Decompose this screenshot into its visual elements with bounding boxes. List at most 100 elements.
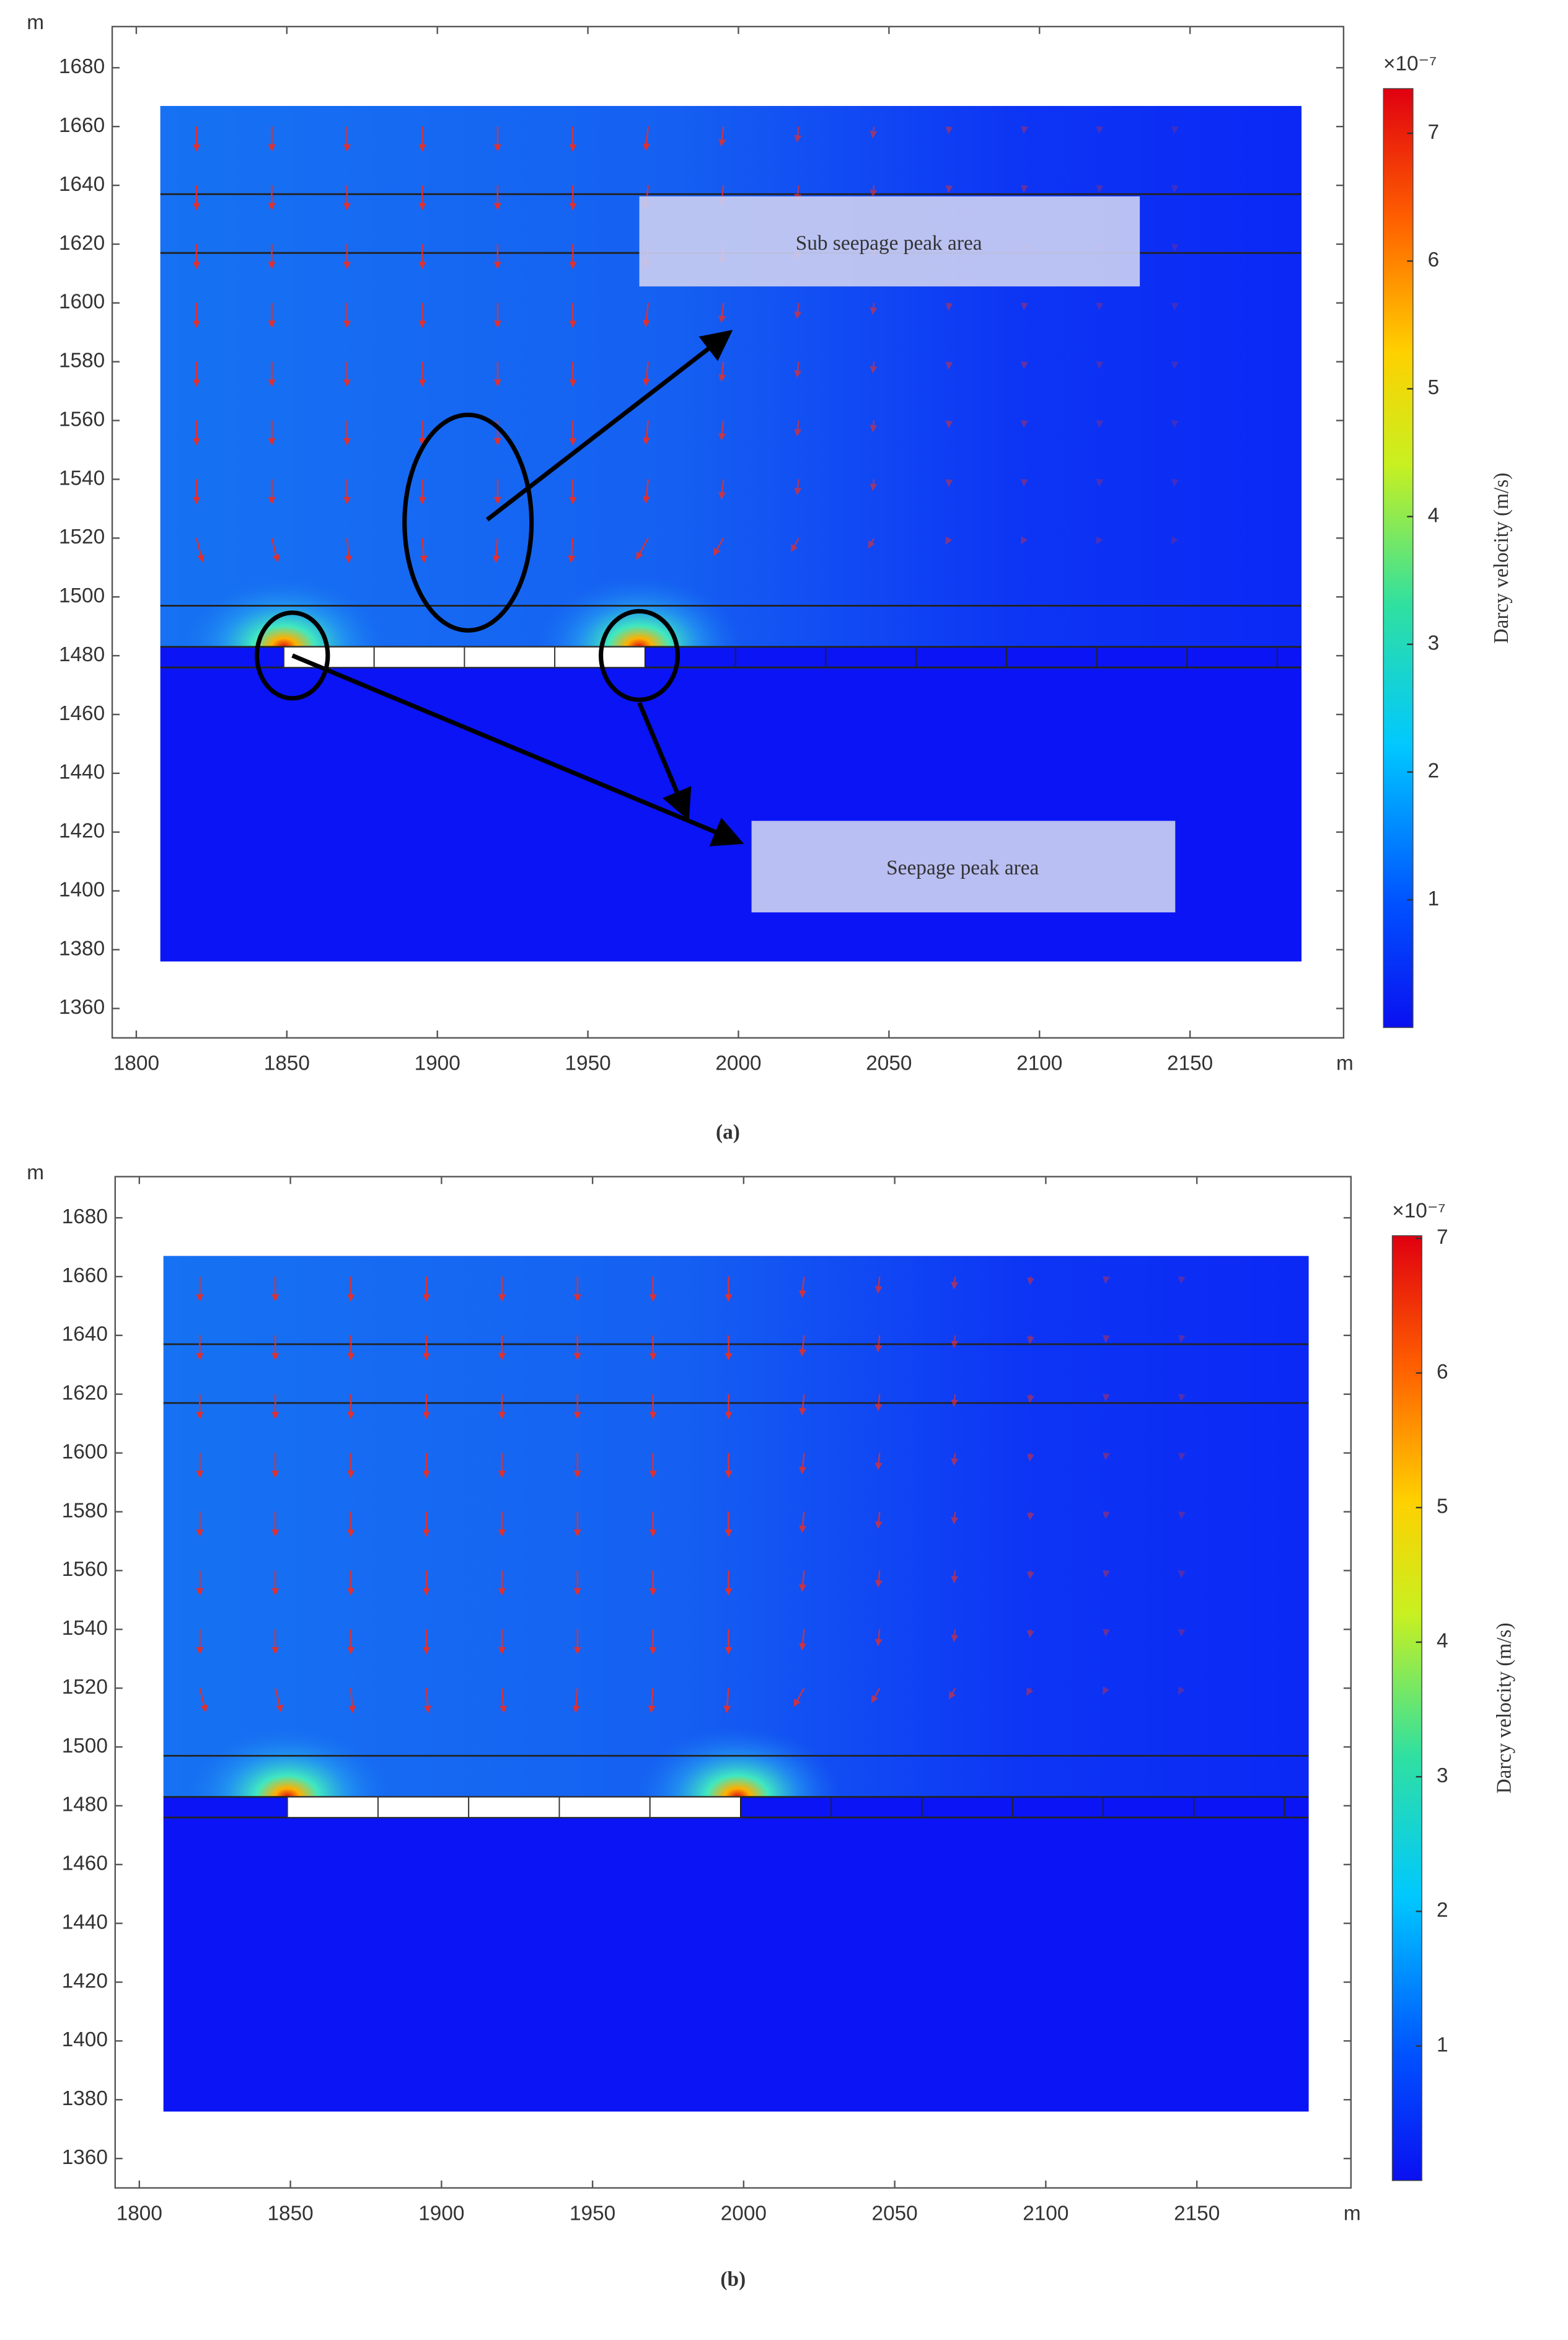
field-cover [163,1797,1309,2112]
x-tick-label: 2000 [721,2202,767,2225]
velocity-arrow [793,1687,805,1707]
x-tick-label: 2100 [1023,2202,1068,2225]
x-tick-label: 1800 [113,1052,159,1075]
mined-block [649,1796,741,1818]
velocity-arrow [799,1453,807,1474]
velocity-arrow [794,302,802,319]
velocity-arrow [870,302,878,315]
velocity-arrow [199,1687,208,1713]
velocity-arrow [794,126,802,143]
colorbar-multiplier: ×10⁻⁷ [1383,53,1437,76]
y-tick-label: 1400 [62,2028,108,2051]
velocity-arrow [794,361,802,378]
y-tick-label: 1400 [59,878,105,901]
velocity-arrow [874,1276,883,1294]
velocity-arrow [420,538,428,563]
velocity-arrow [1026,1629,1034,1638]
y-tick-label: 1380 [59,937,105,960]
velocity-arrow [1178,1276,1186,1284]
y-tick-label: 1680 [59,55,105,78]
velocity-arrow [1026,1687,1034,1696]
x-tick-label: 2000 [715,1052,761,1075]
velocity-arrow [799,1276,807,1298]
y-tick-label: 1520 [62,1676,108,1699]
velocity-arrow [791,537,799,553]
velocity-arrow [636,537,649,560]
velocity-arrow [1026,1511,1034,1521]
velocity-arrow [1096,536,1103,545]
velocity-arrow [1171,478,1179,487]
y-axis-unit: m [27,11,44,34]
colorbar-tick-label: 2 [1428,760,1440,783]
y-tick-label: 1360 [62,2146,108,2169]
colorbar-tick-label: 7 [1428,121,1440,144]
x-tick-label: 2150 [1167,1052,1213,1075]
velocity-arrow [643,302,650,328]
velocity-arrow [874,1394,883,1412]
velocity-arrow [874,1511,883,1529]
velocity-arrow [718,361,726,382]
mined-block [373,646,465,669]
velocity-arrow [572,1688,580,1713]
velocity-arrow [870,126,878,139]
y-tick-label: 1580 [59,350,105,372]
velocity-arrow [568,538,576,563]
velocity-arrow [643,126,650,151]
y-tick-label: 1540 [62,1617,108,1640]
velocity-arrow [1171,420,1179,428]
velocity-arrow [870,185,878,198]
velocity-arrow [870,420,878,433]
x-tick-label: 1900 [415,1052,460,1075]
colorbar-tick-label: 1 [1428,887,1440,910]
y-tick-label: 1600 [59,291,105,314]
annotation-text: Seepage peak area [886,856,1039,879]
x-tick-label: 2050 [872,2202,918,2225]
colorbar-tick-label: 2 [1437,1899,1448,1922]
y-tick-label: 1460 [59,702,105,725]
velocity-arrow [874,1570,883,1588]
velocity-arrow [951,1394,959,1407]
highlight-ellipse [402,412,534,633]
y-tick-label: 1460 [62,1852,108,1875]
velocity-arrow [718,302,726,323]
colorbar [1383,88,1414,1028]
velocity-arrow [643,361,650,387]
y-tick-label: 1500 [59,584,105,607]
field-cover [160,646,1302,962]
velocity-arrow [1026,1394,1034,1403]
colorbar-tick-label: 7 [1437,1226,1448,1249]
velocity-arrow [874,1335,883,1353]
highlight-ellipse [254,610,330,701]
velocity-arrow [874,1629,883,1647]
velocity-arrow [195,538,205,563]
y-tick-label: 1620 [62,1382,108,1405]
velocity-arrow [1171,361,1179,369]
y-tick-label: 1640 [59,173,105,196]
colorbar-tick-label: 5 [1428,376,1440,399]
velocity-arrow [870,479,878,491]
velocity-arrow [1178,1511,1186,1520]
y-tick-label: 1440 [62,1911,108,1933]
velocity-arrow [492,538,500,563]
velocity-arrow [799,1629,807,1651]
annotation-text: Sub seepage peak area [796,232,982,255]
mined-block [286,1796,379,1818]
velocity-arrow [1103,1686,1110,1695]
field-upper [160,105,1302,647]
velocity-arrow [723,1688,731,1713]
y-tick-label: 1420 [62,1969,108,1992]
colorbar-tick-label: 4 [1437,1630,1448,1653]
velocity-arrow [799,1511,807,1533]
colorbar [1391,1235,1422,2181]
velocity-arrow [1178,1453,1186,1461]
velocity-arrow [868,537,875,549]
velocity-arrow [949,1687,956,1700]
x-tick-label: 1950 [570,2202,615,2225]
colorbar-label: Darcy velocity (m/s) [1493,1622,1516,1793]
velocity-arrow [1178,1394,1186,1402]
velocity-arrow [348,1688,356,1713]
mined-block [464,646,556,669]
x-tick-label: 2100 [1016,1052,1062,1075]
